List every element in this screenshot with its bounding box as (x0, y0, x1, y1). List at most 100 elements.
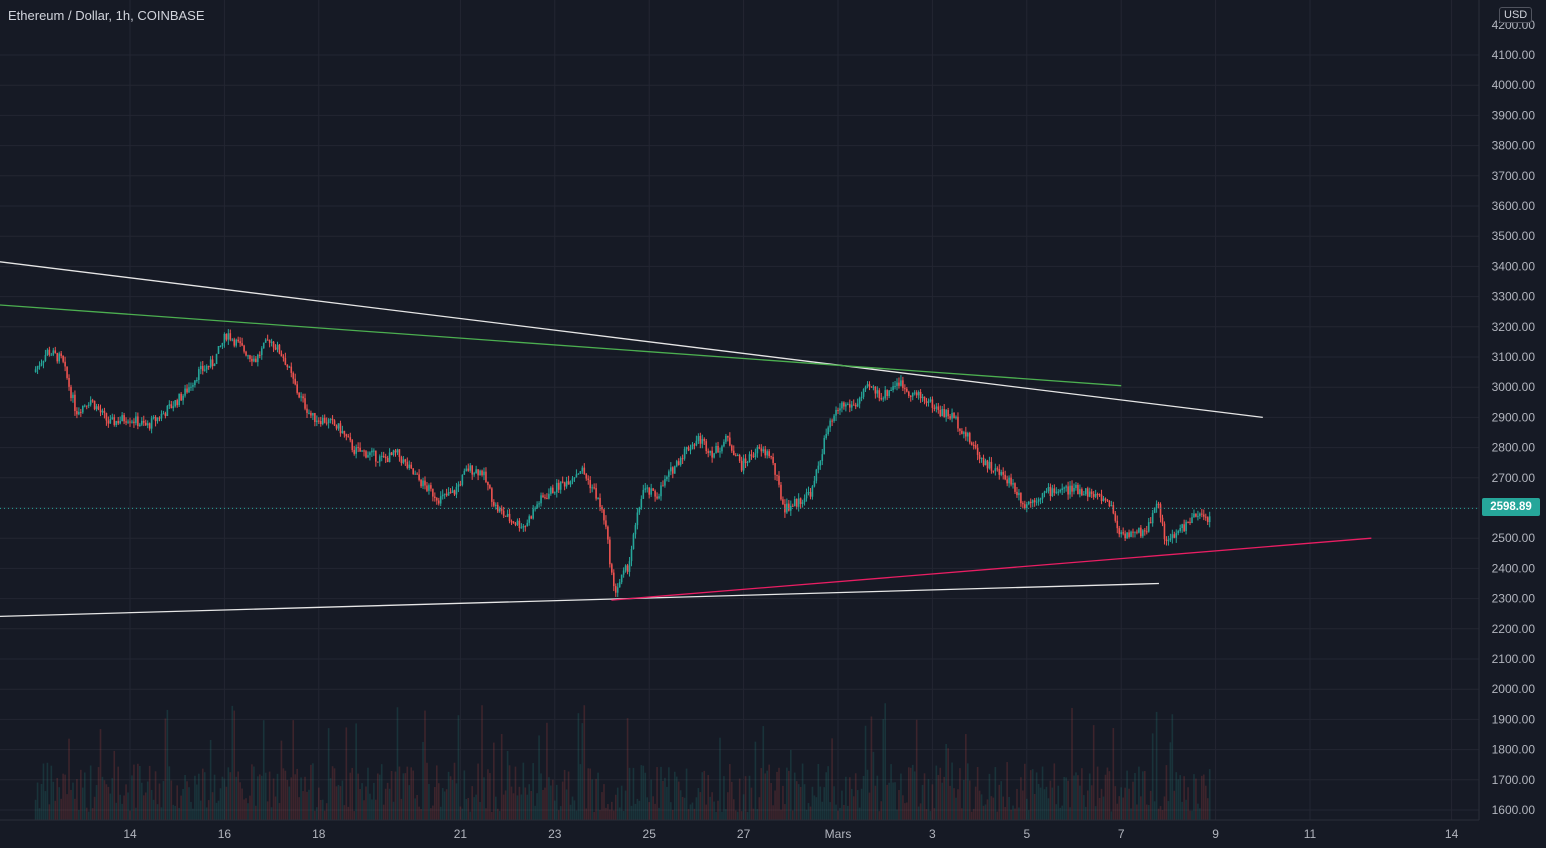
candle-body (264, 339, 267, 343)
candle-body (703, 439, 706, 442)
volume-bar (46, 762, 49, 820)
volume-bar (489, 773, 491, 820)
volume-bar (439, 806, 442, 820)
candle-body (463, 470, 466, 475)
volume-bar (998, 784, 1001, 820)
pink-support-trendline (611, 537, 1372, 601)
candle-body (557, 482, 560, 490)
candle-body (168, 404, 171, 406)
volume-bar (1096, 766, 1099, 820)
candle-body (1151, 513, 1154, 524)
candle-body (1169, 538, 1172, 541)
candle-body (1189, 521, 1191, 523)
candle-body (711, 450, 713, 458)
candle-body (156, 417, 159, 422)
candle-body (1195, 513, 1197, 517)
volume-bar (1035, 772, 1038, 820)
volume-bar (479, 801, 481, 820)
volume-bar (1098, 797, 1101, 820)
candle-body (1126, 532, 1128, 539)
volume-bar (1020, 777, 1022, 820)
candle-body (178, 393, 180, 406)
volume-bar (548, 777, 550, 820)
candle-body (1071, 485, 1073, 492)
volume-bar (475, 794, 477, 820)
volume-bar (1100, 788, 1103, 820)
volume-bar (455, 783, 458, 820)
volume-bar (1037, 783, 1040, 820)
volume-bar (260, 775, 263, 820)
volume-bar (864, 725, 867, 820)
volume-bar (750, 787, 753, 820)
volume-bar (799, 786, 802, 820)
candle-body (82, 405, 84, 413)
y-tick-label: 3500.00 (1492, 229, 1536, 243)
volume-bar (367, 767, 369, 820)
volume-bar (614, 794, 617, 820)
volume-bar (42, 763, 45, 820)
candle-body (998, 469, 1001, 475)
candle-body (194, 380, 196, 386)
volume-bar (1000, 781, 1003, 820)
volume-bar (93, 796, 96, 820)
volume-bar (727, 792, 729, 820)
volume-bar (296, 768, 298, 820)
candle-body (516, 520, 519, 525)
green-resistance-trendline (0, 304, 1122, 387)
volume-bar (321, 799, 324, 820)
candle-body (552, 487, 554, 494)
candle-body (257, 354, 259, 363)
candle-body (742, 458, 745, 471)
volume-bar (1108, 771, 1111, 820)
candle-body (670, 467, 672, 472)
volume-bar (83, 772, 86, 820)
volume-bar (685, 768, 688, 820)
candle-body (343, 430, 346, 435)
candle-body (349, 437, 352, 441)
candle-body (1077, 484, 1079, 495)
volume-bar (457, 715, 460, 820)
candle-body (1199, 513, 1201, 516)
candle-body (974, 445, 977, 448)
volume-bar (618, 807, 621, 820)
volume-bar (793, 772, 796, 820)
volume-bar (1077, 775, 1079, 820)
y-tick-label: 3300.00 (1492, 290, 1536, 304)
volume-bar (359, 789, 361, 820)
candle-body (988, 461, 991, 469)
volume-bar (410, 767, 413, 820)
candle-body (715, 445, 717, 454)
candle-body (911, 392, 914, 397)
candle-body (504, 515, 507, 517)
volume-bar (884, 703, 886, 820)
candle-body (1085, 488, 1087, 495)
volume-bar (292, 720, 295, 820)
currency-button[interactable]: USD (1499, 7, 1533, 23)
x-tick-label: 11 (1304, 827, 1317, 841)
candle-body (235, 339, 237, 346)
candle-body (154, 417, 157, 422)
volume-bar (56, 777, 59, 820)
volume-bar (624, 790, 627, 820)
candle-body (652, 488, 654, 491)
candle-body (1020, 492, 1022, 504)
volume-bar (536, 793, 538, 820)
candle-body (152, 417, 155, 419)
candle-body (243, 345, 245, 352)
volume-bar (673, 771, 676, 820)
candle-body (1026, 504, 1028, 508)
candle-body (493, 501, 495, 506)
volume-bar (304, 776, 306, 820)
volume-bar (711, 792, 713, 820)
candle-body (685, 447, 688, 449)
candle-body (1120, 532, 1122, 535)
volume-bar (760, 768, 763, 820)
volume-bar (424, 710, 426, 820)
candle-body (148, 423, 151, 429)
x-tick-label: 5 (1023, 827, 1030, 841)
candle-body (1051, 488, 1054, 497)
volume-bar (803, 784, 806, 820)
candle-body (237, 339, 239, 342)
candle-body (52, 350, 55, 355)
